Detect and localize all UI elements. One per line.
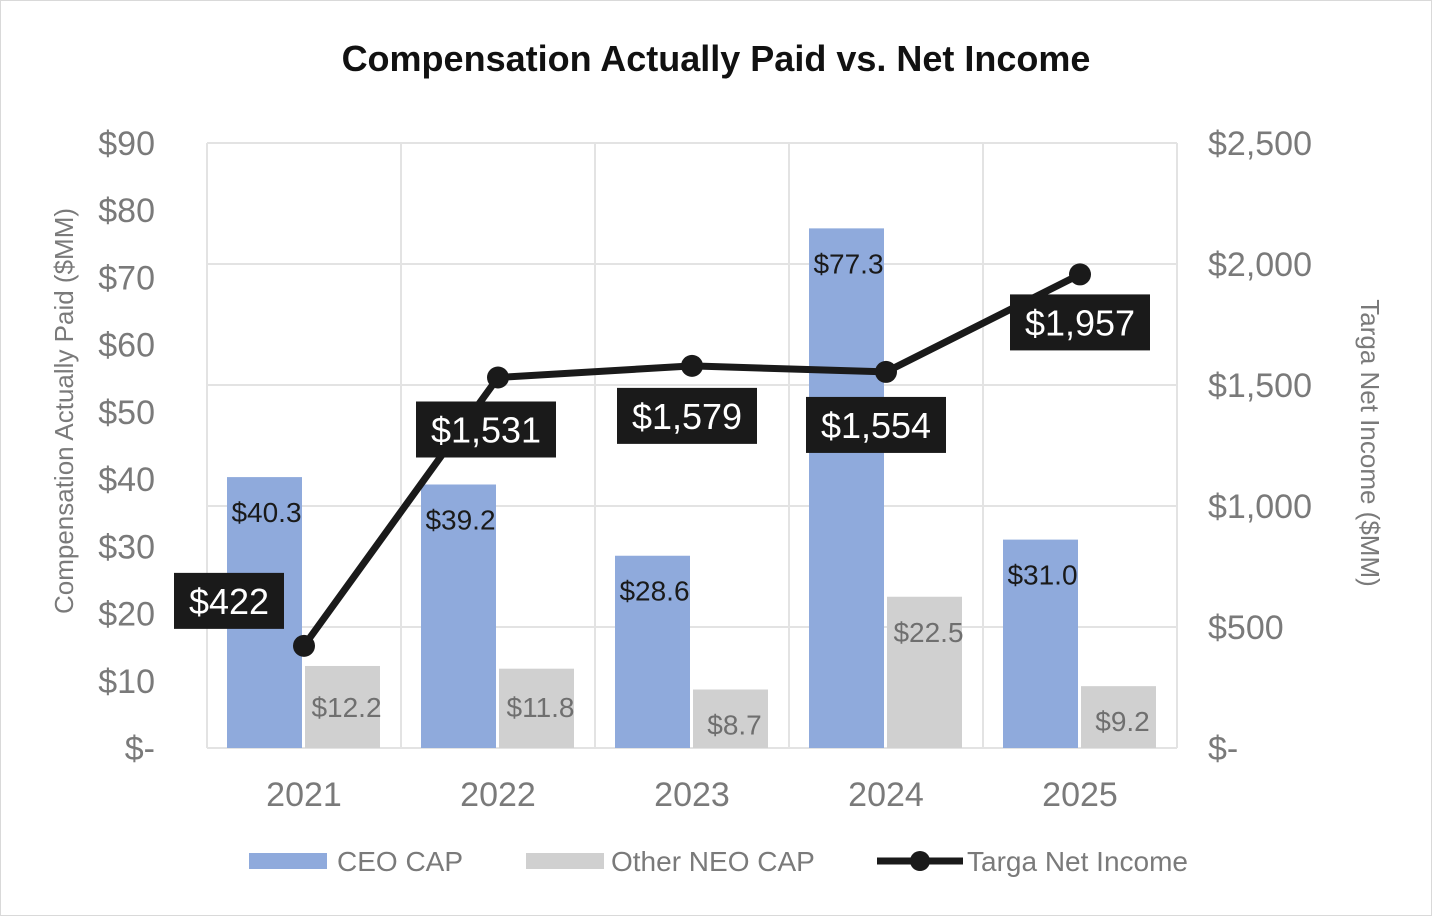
net-income-point-2024 — [875, 360, 897, 383]
legend-label-ceo-cap: CEO CAP — [337, 846, 463, 877]
left-tick-label: $60 — [98, 327, 155, 365]
right-tick-label: $1,000 — [1208, 488, 1312, 526]
net-income-label-box-2021 — [174, 572, 284, 629]
left-tick-label: $30 — [98, 528, 155, 566]
axes: $- $10 $20 $30 $40 $50 $60 $70 $80 $90 $- $500 $1,00… — [98, 125, 1312, 814]
net-income-line — [301, 271, 1082, 648]
legend-label-other-neo-cap: Other NEO CAP — [611, 846, 815, 877]
net-income-label-box-2025 — [1010, 294, 1150, 351]
left-tick-label: $10 — [98, 663, 155, 701]
label-ceo-cap-2024: $77.3 — [813, 248, 883, 279]
label-other-neo-cap-2021: $12.2 — [311, 692, 381, 723]
right-tick-label: $1,500 — [1208, 367, 1312, 405]
chart-title: Compensation Actually Paid vs. Net Incom… — [342, 38, 1091, 79]
legend: CEO CAP Other NEO CAP Targa Net Income — [249, 846, 1188, 877]
net-income-point-2025 — [1069, 263, 1091, 286]
label-ceo-cap-2025: $31.0 — [1007, 560, 1077, 591]
net-income-label-2022: $1,531 — [431, 409, 541, 450]
x-tick-label-2022: 2022 — [460, 776, 536, 814]
net-income-label-box-2023 — [617, 387, 757, 444]
bar-other-neo-cap-2024 — [887, 596, 962, 748]
bar-other-neo-cap-2025 — [1081, 686, 1156, 748]
legend-swatch-other-neo-cap — [526, 853, 604, 869]
bar-other-neo-cap-2021 — [305, 665, 380, 748]
x-tick-label-2021: 2021 — [266, 776, 342, 814]
bar-ceo-cap-2025 — [1003, 539, 1078, 748]
bar-other-neo-cap-2022 — [499, 668, 574, 748]
net-income-label-box-2022 — [416, 401, 556, 458]
bar-ceo-cap-2024 — [809, 228, 884, 749]
net-income-line-group — [293, 263, 1091, 657]
left-axis-label: Compensation Actually Paid ($MM) — [49, 208, 79, 614]
legend-marker-net-income — [910, 851, 930, 871]
net-income-point-2021 — [293, 634, 315, 657]
label-other-neo-cap-2025: $9.2 — [1095, 706, 1150, 737]
label-ceo-cap-2022: $39.2 — [425, 504, 495, 535]
x-tick-label-2025: 2025 — [1042, 776, 1118, 814]
net-income-label-box-2024 — [806, 396, 946, 453]
left-tick-label: $40 — [98, 461, 155, 499]
left-tick-label: $20 — [98, 596, 155, 634]
right-axis-label: Targa Net Income ($MM) — [1355, 299, 1385, 587]
data-labels: $40.3 $12.2 $39.2 $11.8 $28.6 $8.7 $77.3 $22.5 $… — [174, 248, 1150, 741]
label-other-neo-cap-2024: $22.5 — [893, 617, 963, 648]
net-income-point-2022 — [487, 366, 509, 389]
bar-ceo-cap-2022 — [421, 484, 496, 748]
net-income-label-2024: $1,554 — [821, 405, 931, 446]
right-tick-label: $2,000 — [1208, 246, 1312, 284]
bar-other-neo-cap-2023 — [693, 689, 768, 748]
label-ceo-cap-2021: $40.3 — [231, 497, 301, 528]
right-tick-label: $500 — [1208, 609, 1284, 647]
left-tick-label: $90 — [98, 125, 155, 163]
bar-ceo-cap-2023 — [615, 555, 690, 748]
net-income-label-2025: $1,957 — [1025, 302, 1135, 343]
label-other-neo-cap-2022: $11.8 — [507, 692, 575, 723]
right-tick-label: $2,500 — [1208, 125, 1312, 163]
left-tick-label: $80 — [98, 192, 155, 230]
label-ceo-cap-2023: $28.6 — [619, 576, 689, 607]
net-income-point-2023 — [681, 354, 703, 377]
net-income-label-2023: $1,579 — [632, 396, 742, 437]
gridlines — [206, 142, 1178, 749]
left-tick-label: $70 — [98, 259, 155, 297]
net-income-label-2021: $422 — [189, 581, 269, 622]
legend-swatch-ceo-cap — [249, 853, 327, 869]
x-tick-label-2024: 2024 — [848, 776, 924, 814]
legend-label-net-income: Targa Net Income — [967, 846, 1188, 877]
x-tick-label-2023: 2023 — [654, 776, 730, 814]
right-tick-label: $- — [1208, 730, 1238, 768]
left-tick-label: $- — [125, 730, 155, 768]
label-other-neo-cap-2023: $8.7 — [707, 710, 762, 741]
left-tick-label: $50 — [98, 394, 155, 432]
